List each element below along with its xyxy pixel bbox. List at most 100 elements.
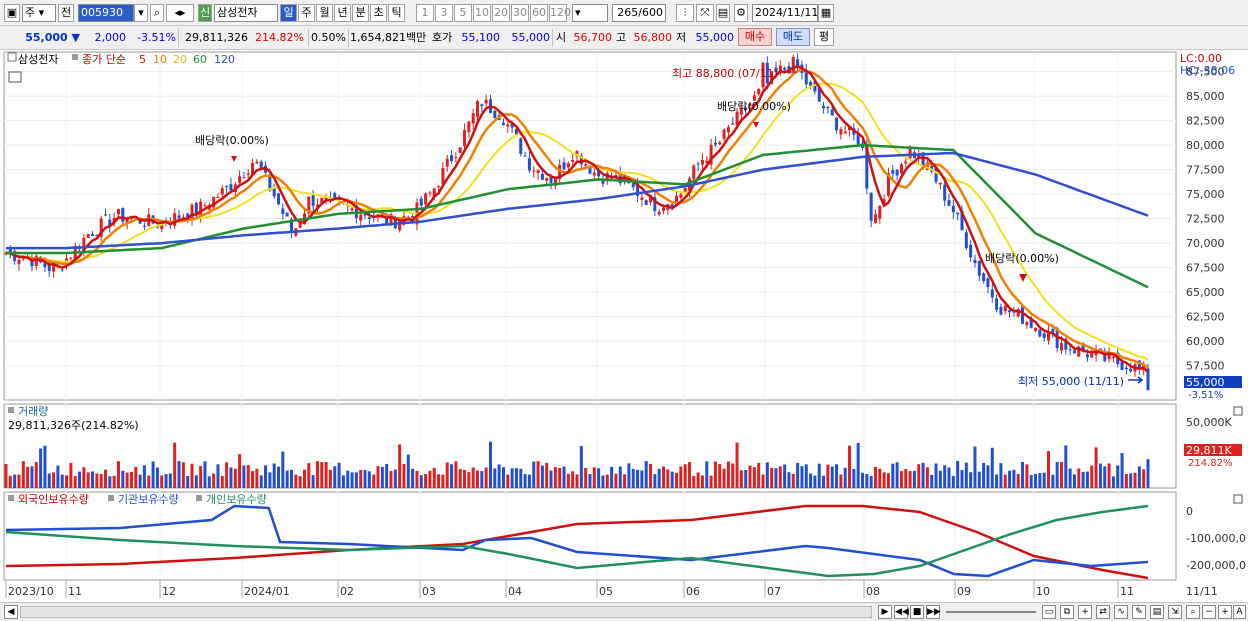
volume-close-icon[interactable] — [1233, 406, 1243, 416]
period-tab[interactable]: 월 — [316, 4, 333, 22]
volume-bar — [259, 475, 263, 488]
period-tab[interactable]: 주 — [298, 4, 315, 22]
volume-bar — [78, 471, 82, 488]
market-select[interactable]: 주 ▾ — [22, 4, 56, 22]
magnifier-icon[interactable]: ⌕ — [1186, 605, 1200, 619]
gear-icon[interactable]: ⚙ — [734, 4, 748, 22]
code-input[interactable]: 005930 — [78, 4, 134, 22]
stop-icon[interactable]: ■ — [910, 605, 924, 619]
volume-bar — [493, 468, 497, 488]
scroll-right-icon[interactable]: ▶ — [878, 605, 892, 619]
candle-body — [251, 163, 255, 175]
table-toggle-icon[interactable] — [8, 71, 22, 83]
split-icon[interactable]: ⧉ — [1060, 605, 1074, 619]
compare-icon[interactable]: ⤧ — [696, 4, 714, 22]
horizontal-scrollbar[interactable] — [20, 606, 872, 618]
crosshair-icon[interactable]: + — [1078, 605, 1092, 619]
chart-icon[interactable]: ▤ — [1150, 605, 1164, 619]
eval-button[interactable]: 평 — [814, 28, 834, 46]
sell-button[interactable]: 매도 — [776, 28, 810, 46]
candle-body — [363, 214, 367, 216]
period-tab[interactable]: 틱 — [388, 4, 405, 22]
prev-button[interactable]: 전 — [58, 4, 74, 22]
holdings-panel-frame — [3, 491, 1177, 581]
volume-bar — [480, 471, 484, 488]
sync-icon[interactable]: ⇄ — [1096, 605, 1110, 619]
volume-bar — [523, 474, 527, 488]
export-icon[interactable]: ⇲ — [1168, 605, 1182, 619]
candle-body — [1124, 367, 1128, 370]
volume-bar — [519, 468, 523, 488]
interval-button[interactable]: 5 — [454, 4, 472, 22]
interval-button[interactable]: 10 — [473, 4, 491, 22]
volume-bar — [186, 475, 190, 488]
search-icon[interactable]: ⌕ — [150, 4, 164, 22]
forward-icon[interactable]: ▶▶ — [926, 605, 941, 619]
holdings-close-icon[interactable] — [1233, 494, 1243, 504]
volume-bar — [744, 470, 748, 488]
candle-body — [493, 110, 497, 118]
volume-bar — [26, 466, 30, 488]
buy-button[interactable]: 매수 — [738, 28, 772, 46]
volume-bar — [904, 468, 908, 488]
indicator-icon[interactable]: ∿ — [1114, 605, 1128, 619]
volume-bar — [891, 463, 895, 488]
zoom-slider[interactable] — [946, 611, 1036, 613]
draw-icon[interactable]: ✎ — [1132, 605, 1146, 619]
volume-bar — [610, 466, 614, 488]
volume-bar — [82, 467, 86, 488]
volume-bar — [354, 472, 358, 488]
stock-name-field[interactable]: 삼성전자 — [214, 4, 278, 22]
stock-chart[interactable]: 87,500 85,000 82,500 80,000 77,500 75,000 72,5… — [0, 50, 1248, 602]
interval-button[interactable]: 30 — [511, 4, 529, 22]
period-tab[interactable]: 년 — [334, 4, 351, 22]
legend-foreign: 외국인보유수량 — [18, 493, 89, 506]
interval-button[interactable]: 1 — [416, 4, 434, 22]
speaker-icon[interactable]: ◂▸ — [166, 4, 194, 22]
font-size-icon[interactable]: A — [1233, 605, 1246, 619]
layout-icon[interactable]: ▭ — [1042, 605, 1056, 619]
date-field[interactable]: 2024/11/11 — [752, 4, 818, 22]
save-icon[interactable]: ▤ — [716, 4, 730, 22]
interval-button[interactable]: 3 — [435, 4, 453, 22]
volume-bar — [575, 474, 579, 488]
volume-bar — [389, 470, 393, 488]
candle-body — [34, 255, 38, 267]
period-tab[interactable]: 초 — [370, 4, 387, 22]
volume-bar — [315, 461, 319, 488]
panel-menu-icon[interactable] — [7, 52, 17, 62]
high-annotation: 최고 88,800 (07/11) — [672, 67, 778, 80]
calendar-icon[interactable]: ▦ — [818, 4, 834, 22]
scroll-left-icon[interactable]: ◀ — [4, 605, 18, 619]
volume-bar — [125, 472, 129, 488]
interval-button[interactable]: 20 — [492, 4, 510, 22]
code-dropdown-icon[interactable]: ▾ — [134, 4, 148, 22]
interval-button[interactable]: 60 — [530, 4, 548, 22]
candle-body — [718, 142, 722, 145]
price-tick-label: 85,000 — [1186, 90, 1225, 103]
interval-button[interactable]: 120 — [549, 4, 571, 22]
legend-ma5: 5 — [139, 53, 146, 66]
period-tab[interactable]: 일 — [280, 4, 297, 22]
window-icon[interactable]: ▣ — [4, 4, 20, 22]
chart-type-icon[interactable]: ⫶ — [676, 4, 694, 22]
volume-bar — [917, 464, 921, 488]
candle-body — [674, 195, 678, 205]
open-value: 56,700 — [573, 31, 613, 44]
count-field[interactable]: 265/600 — [612, 4, 666, 22]
volume-bar — [60, 474, 64, 488]
period-tab[interactable]: 분 — [352, 4, 369, 22]
volume-bar — [1064, 445, 1068, 488]
interval-custom-input[interactable]: ▾ — [572, 4, 608, 22]
candle-body — [705, 160, 709, 164]
volume-bar — [757, 462, 761, 488]
rewind-icon[interactable]: ◀◀ — [894, 605, 909, 619]
zoom-out-icon[interactable]: − — [1202, 605, 1216, 619]
volume-bar — [666, 469, 670, 488]
candle-body — [995, 298, 999, 310]
candle-body — [822, 105, 826, 109]
candle-body — [1047, 331, 1051, 341]
amount-value: 1,654,821백만 — [350, 31, 427, 44]
candle-body — [277, 193, 281, 205]
zoom-in-icon[interactable]: + — [1218, 605, 1232, 619]
